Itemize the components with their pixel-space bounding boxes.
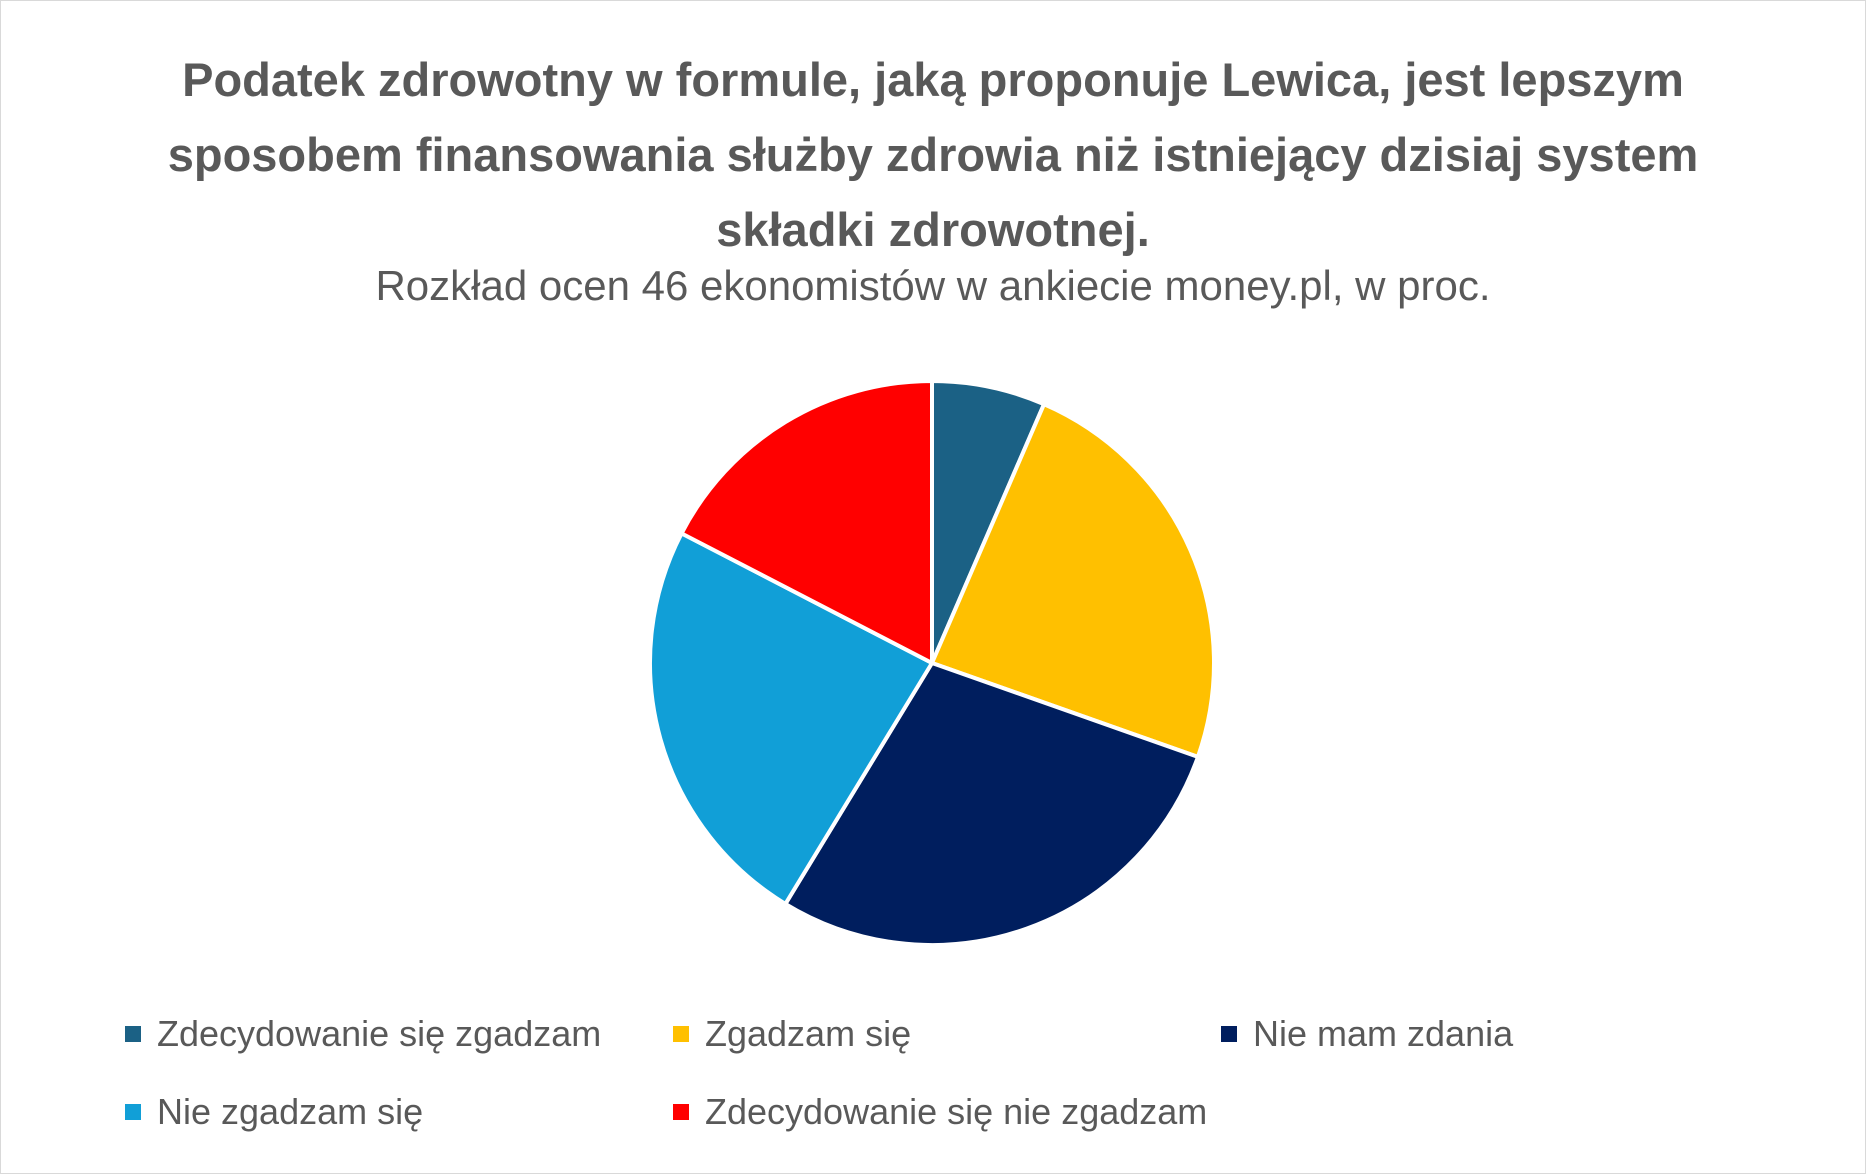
pie-slice: [930, 402, 1216, 759]
legend-label: Nie zgadzam się: [157, 1091, 424, 1132]
legend-swatch: [125, 1026, 141, 1042]
legend-swatch: [125, 1104, 141, 1120]
legend-item: Nie mam zdania: [1221, 1010, 1769, 1058]
legend-item: Zgadzam się: [673, 1010, 1221, 1058]
pie-slice: [679, 379, 934, 665]
chart-subtitle: Rozkład ocen 46 ekonomistów w ankiecie m…: [375, 262, 1491, 309]
legend-label: Zgadzam się: [705, 1013, 912, 1054]
legend-swatch: [673, 1104, 689, 1120]
legend-label: Nie mam zdania: [1253, 1013, 1514, 1054]
legend-item: Zdecydowanie się zgadzam: [125, 1010, 673, 1058]
legend: Zdecydowanie się zgadzam Zgadzam się Nie m…: [125, 1010, 1775, 1136]
legend-item: Zdecydowanie się nie zgadzam: [673, 1088, 1221, 1136]
pie-slice: [648, 531, 934, 906]
pie-slice: [783, 661, 1200, 947]
legend-swatch: [673, 1026, 689, 1042]
legend-item: Nie zgadzam się: [125, 1088, 673, 1136]
chart-title: Podatek zdrowotny w formule, jaką propon…: [167, 53, 1699, 256]
legend-label: Zdecydowanie się nie zgadzam: [705, 1091, 1208, 1132]
legend-label: Zdecydowanie się zgadzam: [157, 1013, 602, 1054]
pie-slice: [930, 379, 1046, 665]
legend-swatch: [1221, 1026, 1237, 1042]
